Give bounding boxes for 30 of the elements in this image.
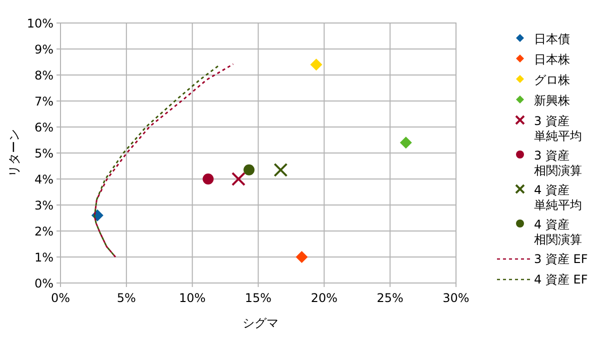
legend-label: 新興株 <box>534 94 570 108</box>
y-tick-label: 10% <box>26 16 54 30</box>
y-tick-label: 3% <box>34 198 54 212</box>
x-tick-label: 10% <box>178 291 206 305</box>
y-tick-label: 8% <box>34 68 54 82</box>
legend-label: 4 資産 EF <box>534 272 588 286</box>
legend-label: グロ株 <box>534 73 570 87</box>
x-tick-label: 5% <box>116 291 136 305</box>
y-tick-label: 5% <box>34 146 54 160</box>
y-tick-label: 0% <box>34 276 54 290</box>
x-tick-label: 0% <box>50 291 70 305</box>
y-tick-label: 4% <box>34 172 54 186</box>
y-axis-title: リターン <box>7 129 21 177</box>
legend-label: 日本株 <box>534 52 570 66</box>
x-tick-label: 30% <box>442 291 470 305</box>
legend-label: 日本債 <box>534 32 570 46</box>
y-tick-label: 2% <box>34 224 54 238</box>
legend-label: 3 資産 EF <box>534 252 588 266</box>
legend-label: 3 資産単純平均 <box>534 114 582 143</box>
y-tick-label: 9% <box>34 42 54 56</box>
x-tick-label: 25% <box>376 291 404 305</box>
x-tick-label: 20% <box>310 291 338 305</box>
y-tick-label: 7% <box>34 94 54 108</box>
y-tick-label: 6% <box>34 120 54 134</box>
y-tick-label: 1% <box>34 250 54 264</box>
legend-label: 4 資産相関演算 <box>534 218 582 246</box>
x-tick-label: 15% <box>244 291 272 305</box>
legend-label: 3 資産相関演算 <box>534 148 582 178</box>
legend-label: 4 資産単純平均 <box>534 183 582 212</box>
x-axis-title: シグマ <box>242 316 278 330</box>
